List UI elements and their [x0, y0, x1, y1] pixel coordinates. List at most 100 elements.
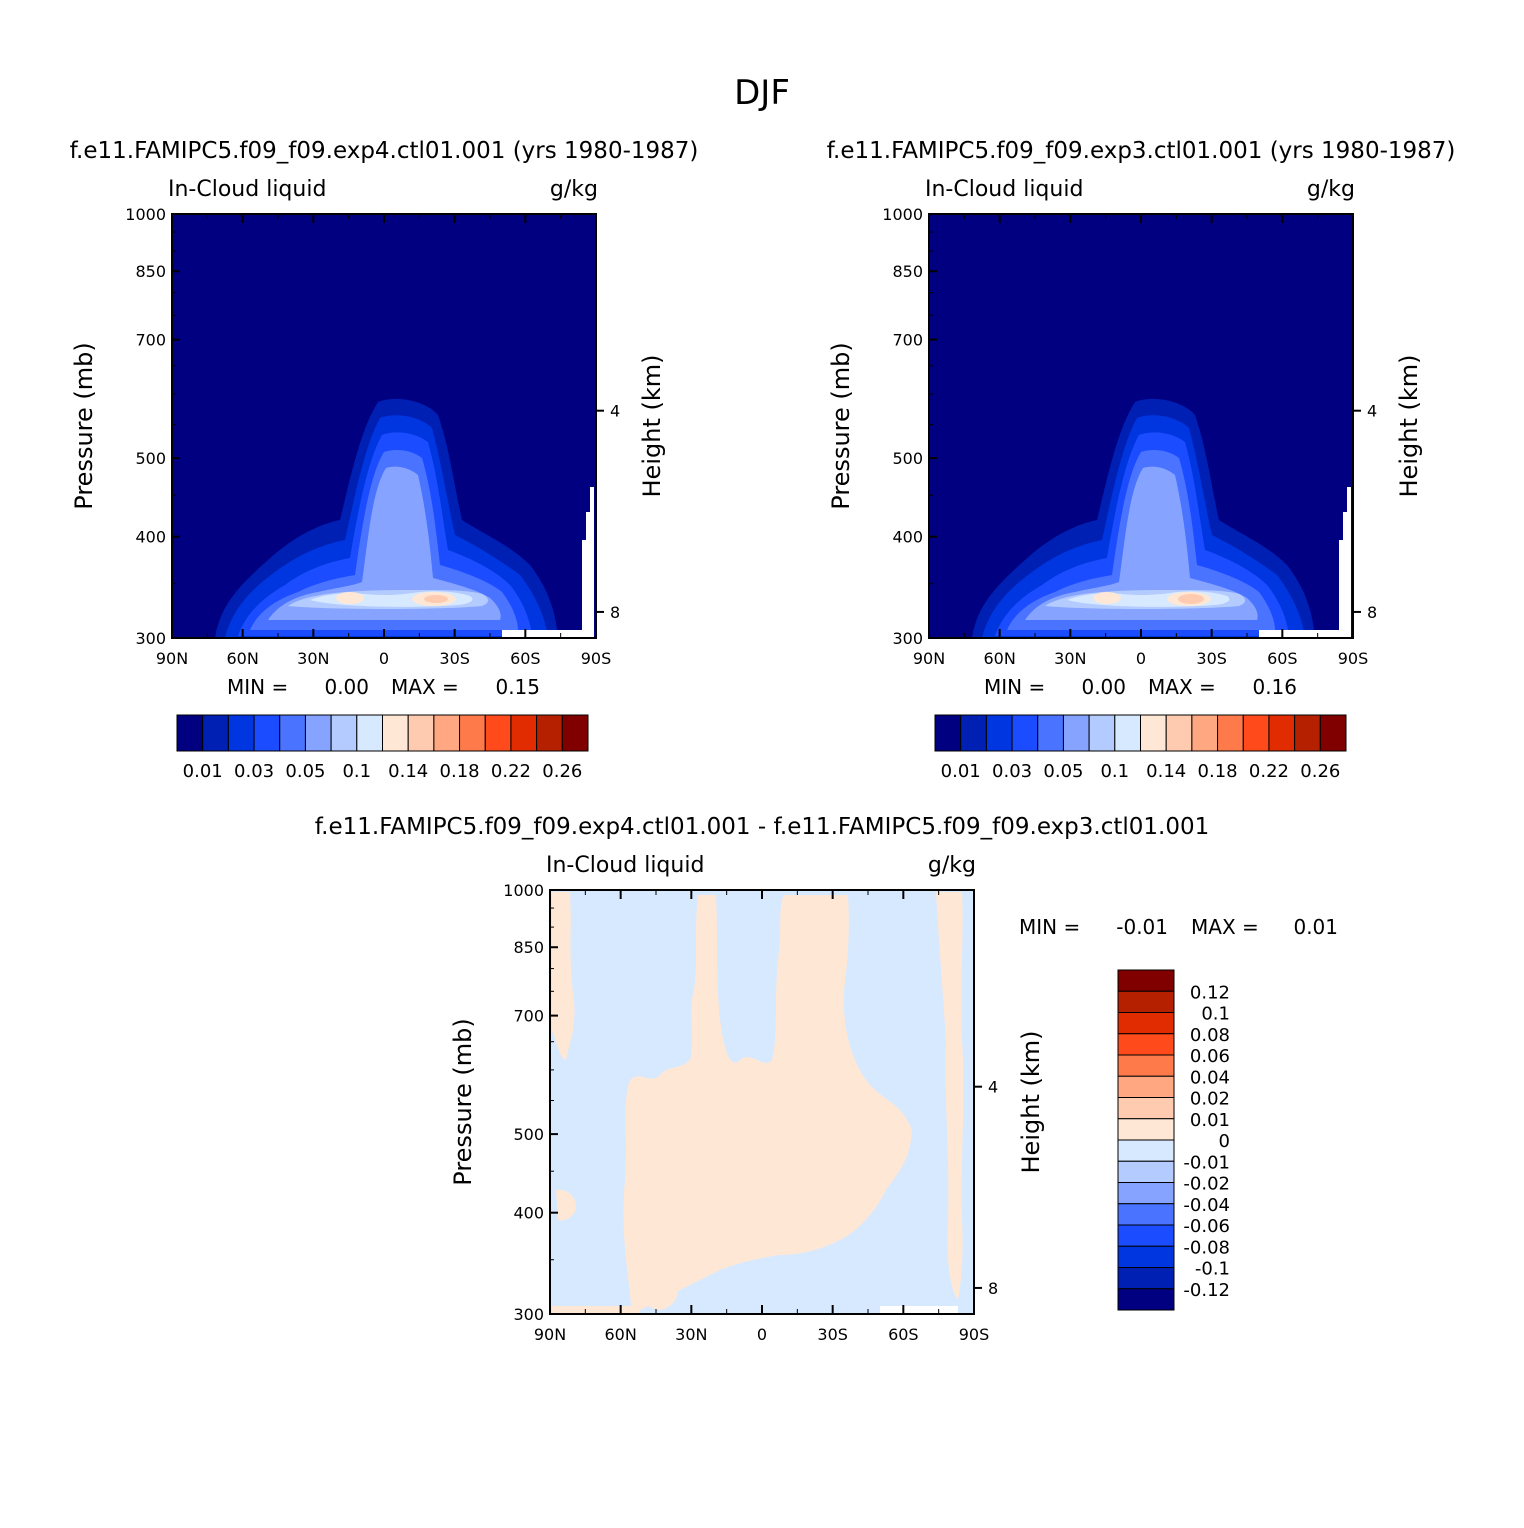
x-tick-label: 90S: [1338, 649, 1369, 668]
y-tick-label: 500: [892, 449, 923, 468]
min-value: 0.00: [324, 675, 369, 699]
x-tick-label: 90N: [156, 649, 188, 668]
max-label: MAX =: [1191, 915, 1259, 939]
contour-peak-sh-core: [424, 595, 448, 603]
colorbar-swatch: [934, 714, 962, 752]
colorbar-swatch: [1088, 714, 1116, 752]
x-tick-label: 30S: [1196, 649, 1227, 668]
x-tick-label: 90N: [913, 649, 945, 668]
x-tick-label: 60N: [605, 1325, 637, 1344]
colorbar-label: 0.06: [1190, 1046, 1230, 1067]
colorbar-swatch: [1117, 1118, 1175, 1141]
x-axis-ticks: 90N 60N 30N 0 30S 60S 90S: [156, 214, 611, 668]
colorbar-label: -0.02: [1183, 1174, 1230, 1195]
colorbar-swatch: [1191, 714, 1219, 752]
colorbar-label: 0.08: [1190, 1025, 1230, 1046]
colorbar-swatch: [1165, 714, 1193, 752]
y-tick-label: 700: [135, 331, 166, 350]
variable-label: In-Cloud liquid: [925, 177, 1083, 202]
colorbar-swatch: [1117, 1033, 1175, 1056]
y-axis-ticks: 300 400 500 700 850 1000 8 4: [882, 205, 1377, 648]
max-label: MAX =: [391, 675, 459, 699]
y-tick-label: 850: [892, 262, 923, 281]
x-axis-ticks: 90N 60N 30N 0 30S 60S 90S: [913, 214, 1368, 668]
y-tick-label: 500: [513, 1125, 544, 1144]
height-tick-label: 4: [988, 1078, 998, 1097]
min-label: MIN =: [984, 675, 1045, 699]
colorbar-swatch: [433, 714, 461, 752]
colorbar-label: 0.14: [1146, 761, 1186, 782]
colorbar-label: 0.18: [440, 761, 480, 782]
colorbar-label: 0.1: [1100, 761, 1129, 782]
colorbar: 0.01 0.03 0.05 0.1 0.14 0.18 0.22 0.26: [176, 714, 589, 782]
colorbar-swatch: [561, 714, 589, 752]
contour-peak-sh-core: [1178, 594, 1204, 604]
contour-peak-nh: [1093, 592, 1121, 604]
colorbar-label: -0.1: [1195, 1259, 1230, 1280]
y-tick-label: 1000: [503, 881, 544, 900]
colorbar-label: 0.03: [234, 761, 274, 782]
colorbar-swatch: [1117, 1182, 1175, 1205]
height-tick-label: 8: [1367, 603, 1377, 622]
y-tick-label: 400: [892, 528, 923, 547]
diff-positive-region: [556, 1189, 576, 1221]
contour-peak-nh: [336, 592, 364, 604]
y-axis-ticks: 300 400 500 700 850 1000 8 4: [125, 205, 620, 648]
y-axis-right-label: Height (km): [1017, 1031, 1045, 1174]
colorbar-swatch: [1117, 969, 1175, 992]
colorbar-swatch: [1294, 714, 1321, 752]
colorbar-swatch: [985, 714, 1013, 752]
units-label: g/kg: [928, 853, 976, 878]
colorbar-swatch: [1117, 1267, 1175, 1290]
colorbar-swatch: [1217, 714, 1244, 752]
min-value: -0.01: [1116, 915, 1168, 939]
colorbar-swatch: [1062, 714, 1090, 752]
colorbar-label: 0.05: [285, 761, 325, 782]
x-tick-label: 0: [757, 1325, 767, 1344]
y-axis-right-label: Height (km): [1395, 355, 1423, 498]
y-tick-label: 300: [892, 629, 923, 648]
colorbar-swatch: [382, 714, 409, 752]
panel-exp3: f.e11.FAMIPC5.f09_f09.exp3.ctl01.001 (yr…: [827, 138, 1456, 782]
topography-mask: [880, 1306, 958, 1314]
height-tick-label: 8: [988, 1279, 998, 1298]
colorbar-swatch: [1117, 1097, 1175, 1120]
colorbar-label: 0.01: [1190, 1110, 1230, 1131]
topography-mask: [502, 487, 594, 638]
panel-exp4: f.e11.FAMIPC5.f09_f09.exp4.ctl01.001 (yr…: [70, 138, 699, 782]
colorbar-swatch: [1140, 714, 1167, 752]
diff-positive-region: [623, 895, 912, 1314]
colorbar-swatch: [1319, 714, 1347, 752]
colorbar-swatch: [484, 714, 512, 752]
colorbar-swatch: [1114, 714, 1141, 752]
x-tick-label: 90N: [534, 1325, 566, 1344]
colorbar-swatch: [1268, 714, 1296, 752]
colorbar-label: 0.18: [1198, 761, 1238, 782]
colorbar-swatch: [960, 714, 987, 752]
y-tick-label: 1000: [125, 205, 166, 224]
colorbar-swatch: [1242, 714, 1270, 752]
colorbar-label: 0.01: [941, 761, 981, 782]
height-tick-label: 4: [1367, 402, 1377, 421]
max-value: 0.15: [495, 675, 540, 699]
colorbar-swatch: [1117, 1139, 1175, 1162]
x-tick-label: 90S: [959, 1325, 990, 1344]
colorbar-label: -0.12: [1183, 1280, 1230, 1301]
y-tick-label: 850: [135, 262, 166, 281]
contour-level-0.05: [268, 466, 501, 620]
x-tick-label: 60S: [888, 1325, 919, 1344]
x-tick-label: 0: [1136, 649, 1146, 668]
x-axis-ticks: 90N 60N 30N 0 30S 60S 90S: [534, 890, 989, 1344]
min-label: MIN =: [227, 675, 288, 699]
colorbar-swatch: [202, 714, 229, 752]
panel-title: f.e11.FAMIPC5.f09_f09.exp4.ctl01.001 (yr…: [70, 138, 699, 164]
colorbar-label: -0.06: [1183, 1216, 1230, 1237]
colorbar-label: 0.12: [1190, 982, 1230, 1003]
colorbar-swatch: [1117, 1245, 1175, 1268]
x-tick-label: 60N: [984, 649, 1016, 668]
y-tick-label: 500: [135, 449, 166, 468]
y-axis-label: Pressure (mb): [449, 1018, 477, 1185]
colorbar-label: 0.22: [1249, 761, 1289, 782]
contour-level-0.05: [1025, 466, 1258, 620]
colorbar-swatch: [1117, 1203, 1175, 1226]
